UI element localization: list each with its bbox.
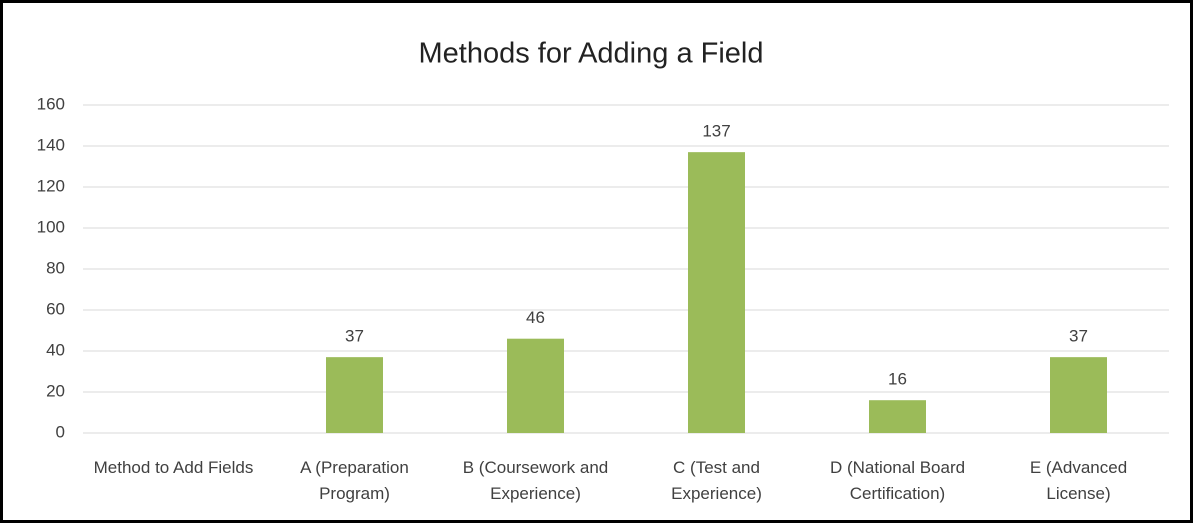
y-tick-label: 140: [37, 135, 65, 154]
data-label: 16: [888, 370, 907, 389]
x-tick-label: Method to Add Fields: [93, 458, 254, 477]
x-tick-label: D (National Board Certification): [829, 458, 966, 503]
bar: [326, 357, 383, 433]
y-tick-label: 80: [46, 258, 65, 277]
chart-title: Methods for Adding a Field: [419, 38, 764, 70]
y-tick-label: 20: [46, 381, 65, 400]
chart: Methods for Adding a Field 0 20 40 60 80 100 1…: [37, 38, 1169, 441]
bar: [507, 338, 564, 433]
x-tick-label: E (Advanced License): [1029, 458, 1128, 503]
y-tick-label: 100: [37, 217, 65, 236]
y-tick-label: 160: [37, 94, 65, 113]
y-tick-label: 0: [56, 422, 65, 441]
data-label: 137: [702, 122, 730, 141]
data-label: 37: [345, 327, 364, 346]
x-tick-label: C (Test and Experience): [671, 458, 762, 503]
x-tick-label: A (Preparation Program): [300, 458, 409, 503]
y-tick-label: 40: [46, 340, 65, 359]
bar: [688, 152, 745, 433]
data-label: 46: [526, 308, 545, 327]
y-tick-label: 120: [37, 176, 65, 195]
bar: [869, 400, 926, 433]
bar: [1050, 357, 1107, 433]
x-tick-label: B (Coursework and Experience): [462, 458, 609, 503]
data-label: 37: [1069, 327, 1088, 346]
y-tick-label: 60: [46, 299, 65, 318]
